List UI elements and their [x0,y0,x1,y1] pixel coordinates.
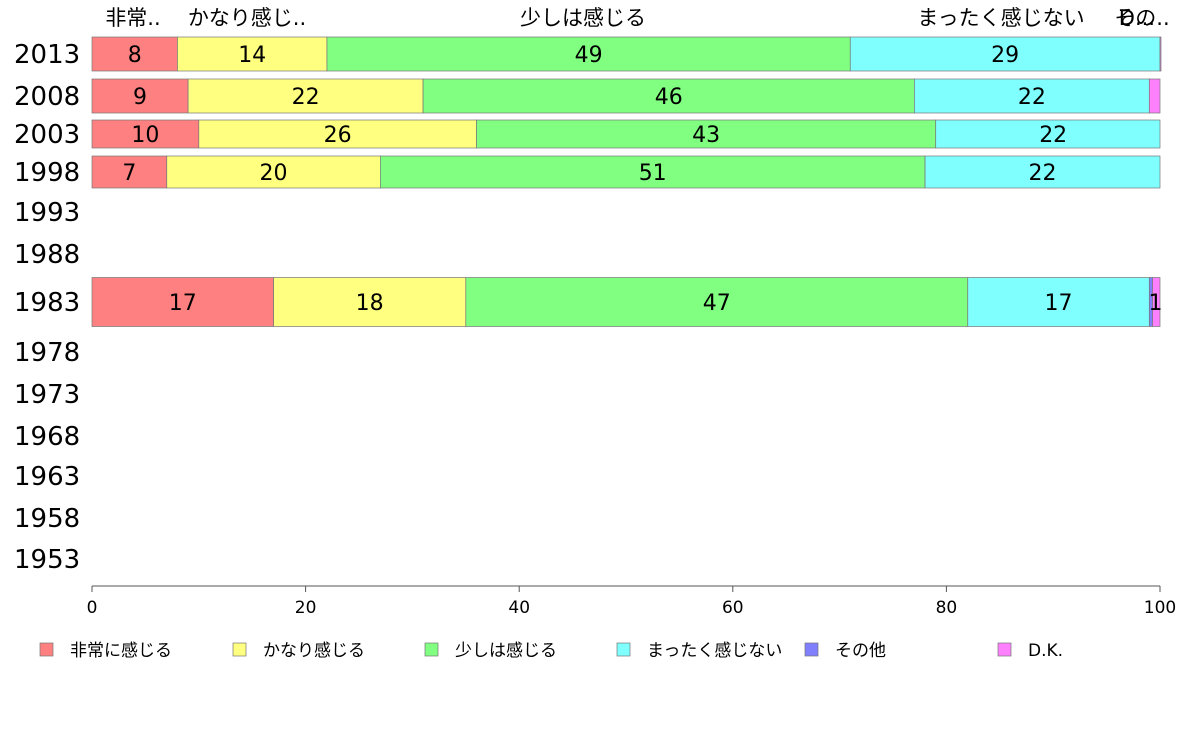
legend-swatch-5 [804,642,819,657]
legend-label-1: 非常に感じる [70,641,172,661]
category-top-label-6: D... [1119,6,1155,30]
bar-2003-4 [935,119,1161,149]
bar-2008-3 [422,78,915,114]
legend-swatch-3 [424,642,439,657]
bar-1998-2 [166,155,381,189]
bar-2003-1 [91,119,200,149]
bar-2013-3 [326,36,851,72]
bar-2008-4 [914,78,1150,114]
legend-label-3: 少しは感じる [455,641,557,661]
value-label-2003-4: 22 [1039,123,1067,148]
value-label-1998-3: 51 [639,161,667,186]
value-label-2013-4: 29 [991,43,1019,68]
value-label-2008-4: 22 [1018,85,1046,110]
value-label-2003-2: 26 [324,123,352,148]
legend-label-5: その他 [835,641,886,661]
x-tick-label-80: 80 [936,598,958,618]
year-label-1988: 1988 [14,240,80,270]
x-tick-label-40: 40 [508,598,530,618]
value-label-1998-4: 22 [1029,161,1057,186]
year-label-1963: 1963 [14,462,80,492]
value-label-1983-2: 18 [356,291,384,316]
year-label-1968: 1968 [14,422,80,452]
bar-2008-6 [1148,78,1161,114]
year-label-1953: 1953 [14,545,80,575]
bar-1998-1 [91,155,168,189]
legend-label-2: かなり感じる [263,641,365,661]
value-label-2008-3: 46 [655,85,683,110]
legend-swatch-4 [616,642,631,657]
value-label-2003-3: 43 [692,123,720,148]
x-tick-label-0: 0 [87,598,98,618]
value-label-2008-1: 9 [133,85,147,110]
value-label-2013-2: 14 [238,43,266,68]
category-top-label-5: その.. [1114,6,1169,30]
category-top-label-1: 非常.. [105,6,160,30]
value-label-1983-3: 47 [703,291,731,316]
bar-1983-1 [91,277,274,327]
year-label-1958: 1958 [14,504,80,534]
bar-2013-6 [1159,36,1162,72]
legend-swatch-6 [997,642,1012,657]
x-tick-label-60: 60 [722,598,744,618]
bar-1983-2 [273,277,467,327]
value-label-2008-2: 22 [292,85,320,110]
bar-2008-1 [91,78,189,114]
x-tick-label-100: 100 [1144,598,1176,618]
value-label-2003-1: 10 [131,123,159,148]
value-label-1998-2: 20 [260,161,288,186]
bar-2003-2 [198,119,477,149]
bar-1983-6 [1152,277,1161,327]
value-label-1983-4: 17 [1045,291,1073,316]
year-label-1983: 1983 [14,288,80,318]
year-label-1993: 1993 [14,198,80,228]
bar-1998-4 [924,155,1161,189]
category-top-label-4: まったく感じない [917,6,1084,30]
year-label-1973: 1973 [14,380,80,410]
value-label-1998-1: 7 [122,161,136,186]
value-label-1983-6: 1 [1149,291,1163,316]
legend-label-6: D.K. [1028,641,1063,661]
year-label-1978: 1978 [14,338,80,368]
x-tick-label-20: 20 [295,598,317,618]
legend-swatch-2 [232,642,247,657]
legend-label-4: まったく感じない [647,641,782,661]
year-label-1998: 1998 [14,158,80,188]
bar-1998-3 [380,155,926,189]
bar-2013-4 [849,36,1161,72]
bar-2008-2 [187,78,424,114]
year-label-2003: 2003 [14,120,80,150]
bar-2013-1 [91,36,178,72]
value-label-2013-3: 49 [575,43,603,68]
year-label-2013: 2013 [14,40,80,70]
bar-2013-2 [177,36,328,72]
legend-swatch-1 [39,642,54,657]
value-label-1983-1: 17 [169,291,197,316]
category-top-label-3: 少しは感じる [520,6,646,30]
year-label-2008: 2008 [14,82,80,112]
bar-1983-3 [465,277,969,327]
bar-1983-4 [967,277,1150,327]
value-label-2013-1: 8 [128,43,142,68]
bar-2003-3 [476,119,937,149]
category-top-label-2: かなり感じ.. [188,6,306,30]
